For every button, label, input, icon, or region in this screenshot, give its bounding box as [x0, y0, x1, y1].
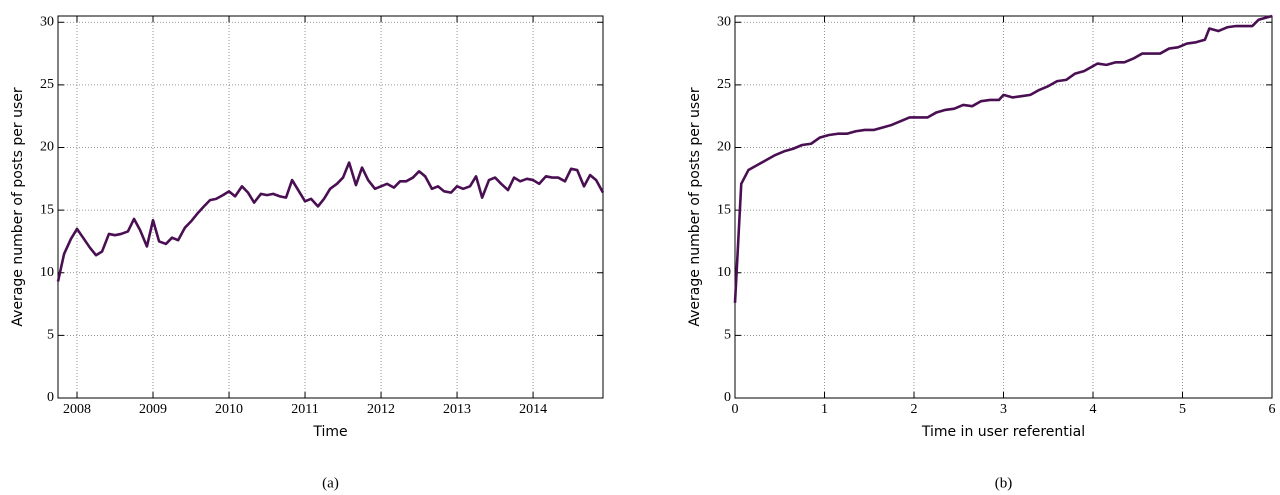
x-tick-label: 2014 [519, 402, 547, 417]
caption: (a) [322, 475, 339, 491]
caption: (b) [995, 475, 1013, 491]
y-axis-label: Average number of posts per user [687, 87, 703, 326]
y-tick-label: 0 [724, 390, 731, 405]
y-tick-label: 5 [47, 328, 54, 343]
x-tick-label: 2010 [215, 402, 243, 417]
y-tick-label: 20 [40, 140, 54, 155]
y-tick-label: 20 [717, 140, 731, 155]
x-tick-label: 2012 [367, 402, 395, 417]
x-tick-label: 3 [1000, 402, 1007, 417]
y-tick-label: 0 [47, 390, 54, 405]
x-tick-label: 2 [911, 402, 918, 417]
y-tick-label: 25 [717, 77, 731, 92]
x-tick-label: 5 [1179, 402, 1186, 417]
x-axis-label: Time [312, 424, 347, 440]
x-tick-label: 2009 [139, 402, 167, 417]
x-tick-label: 2011 [291, 402, 318, 417]
y-tick-label: 15 [40, 202, 54, 217]
y-tick-label: 10 [40, 265, 54, 280]
y-tick-label: 15 [717, 202, 731, 217]
y-tick-label: 30 [717, 14, 731, 29]
data-line [733, 14, 1273, 303]
axes-frame [57, 15, 604, 399]
data-line [56, 161, 605, 282]
x-axis-label: Time in user referential [921, 424, 1085, 440]
y-tick-label: 30 [40, 14, 54, 29]
x-tick-label: 6 [1269, 402, 1276, 417]
x-tick-label: 0 [732, 402, 739, 417]
x-tick-label: 4 [1090, 402, 1097, 417]
y-tick-label: 10 [717, 265, 731, 280]
y-tick-label: 25 [40, 77, 54, 92]
axes-frame [734, 15, 1273, 399]
y-tick-label: 5 [724, 328, 731, 343]
x-tick-label: 2013 [443, 402, 471, 417]
x-tick-label: 1 [821, 402, 828, 417]
x-tick-label: 2008 [63, 402, 91, 417]
y-axis-label: Average number of posts per user [10, 87, 26, 326]
